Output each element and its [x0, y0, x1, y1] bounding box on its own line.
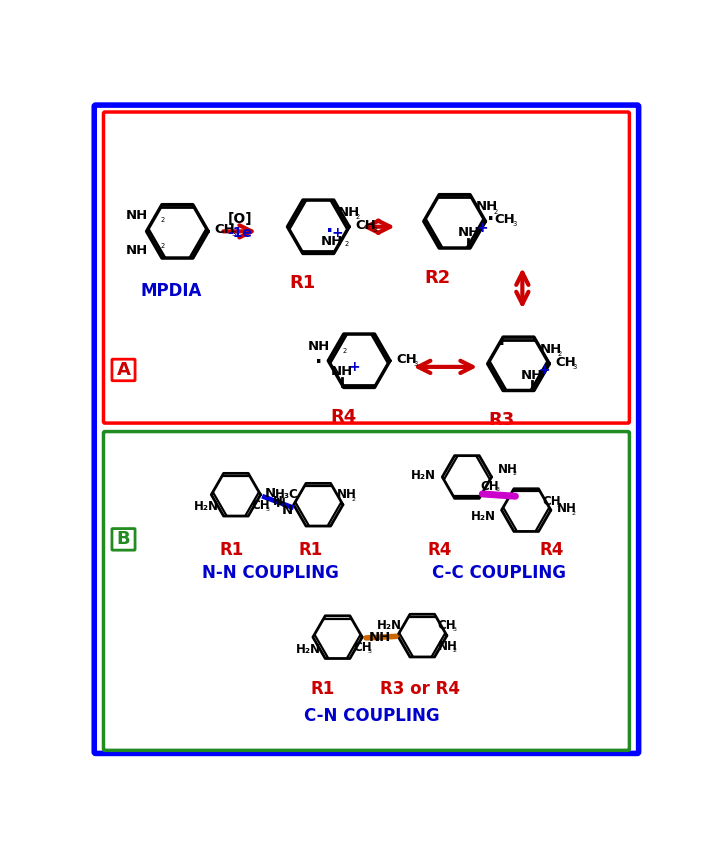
Text: H₂N: H₂N: [470, 510, 495, 523]
Text: ·: ·: [315, 353, 322, 371]
Text: CH: CH: [556, 356, 576, 369]
Text: ·: ·: [326, 223, 334, 241]
Text: H₂N: H₂N: [194, 501, 219, 513]
Text: $_3$: $_3$: [495, 485, 500, 495]
Text: +: +: [349, 360, 360, 374]
Text: $_3$: $_3$: [556, 502, 562, 510]
Text: R3 or R4: R3 or R4: [380, 680, 460, 698]
Text: R4: R4: [539, 541, 564, 559]
Text: $_2$: $_2$: [571, 508, 576, 518]
Text: C-N COUPLING: C-N COUPLING: [305, 707, 440, 725]
Text: N-N COUPLING: N-N COUPLING: [202, 564, 339, 582]
Text: $_3$: $_3$: [232, 230, 237, 240]
Text: MPDIA: MPDIA: [141, 282, 202, 300]
Text: ·: ·: [487, 210, 494, 229]
Text: R4: R4: [330, 408, 357, 426]
Text: $_3$: $_3$: [413, 359, 419, 369]
Text: $_3$: $_3$: [373, 224, 378, 235]
Text: R1: R1: [298, 541, 322, 559]
Text: H₂N: H₂N: [378, 619, 403, 632]
Text: H₃C: H₃C: [275, 489, 298, 501]
Text: H₂N: H₂N: [411, 469, 436, 482]
Text: A: A: [117, 361, 130, 379]
Text: R1: R1: [290, 274, 316, 292]
Text: $_2$: $_2$: [342, 346, 347, 356]
Text: NH: NH: [498, 462, 518, 476]
Text: $_2$: $_2$: [350, 495, 356, 504]
Text: R4: R4: [427, 541, 451, 559]
Text: R2: R2: [425, 269, 450, 286]
Text: CH: CH: [495, 213, 516, 226]
Text: CH: CH: [355, 218, 376, 232]
Text: $_2$: $_2$: [512, 468, 517, 478]
Text: NH: NH: [331, 366, 353, 378]
Text: $_3$: $_3$: [512, 219, 518, 230]
Text: R3: R3: [488, 411, 515, 429]
Text: $_2$: $_2$: [355, 212, 360, 222]
Text: +: +: [539, 364, 551, 377]
Text: NH: NH: [126, 209, 148, 222]
Text: NH: NH: [126, 244, 148, 257]
Text: NH: NH: [476, 201, 498, 213]
Text: $_2$: $_2$: [345, 239, 350, 249]
Text: $_2$: $_2$: [557, 349, 563, 359]
Text: +: +: [476, 221, 488, 235]
Text: NH: NH: [557, 502, 577, 515]
Text: $_3$: $_3$: [265, 505, 271, 513]
Text: R1: R1: [220, 541, 245, 559]
Text: CH: CH: [252, 499, 270, 512]
Text: NH: NH: [337, 489, 357, 501]
Text: NH: NH: [321, 235, 343, 247]
Text: CH: CH: [543, 495, 561, 507]
Text: CH: CH: [214, 224, 235, 236]
Text: $_2$: $_2$: [160, 215, 166, 225]
Text: B: B: [117, 530, 130, 548]
Text: NH: NH: [307, 340, 330, 353]
Text: N: N: [282, 504, 293, 518]
Text: NH: NH: [521, 369, 543, 382]
Text: NH: NH: [540, 343, 562, 356]
Text: CH: CH: [396, 353, 417, 366]
Text: CH: CH: [353, 641, 372, 654]
Text: N: N: [265, 487, 276, 501]
Text: CH: CH: [480, 479, 499, 492]
Text: H: H: [276, 497, 286, 511]
Text: [O]: [O]: [227, 212, 252, 226]
Text: $_3$: $_3$: [573, 362, 578, 372]
Text: ·: ·: [498, 336, 506, 354]
Text: CH: CH: [438, 619, 456, 632]
Text: $_2$: $_2$: [160, 241, 166, 251]
Text: NH: NH: [458, 226, 480, 239]
Text: R1: R1: [310, 680, 335, 698]
Text: H₂N: H₂N: [295, 643, 320, 655]
Text: $_3$: $_3$: [367, 647, 373, 656]
Text: NH: NH: [438, 640, 458, 653]
Text: H: H: [273, 496, 282, 508]
Text: C-C COUPLING: C-C COUPLING: [433, 564, 566, 582]
Text: NH: NH: [337, 206, 360, 219]
Text: $_2$: $_2$: [493, 207, 499, 217]
Text: +: +: [332, 226, 343, 241]
Text: -1e: -1e: [227, 226, 252, 240]
Text: $_3$: $_3$: [452, 625, 457, 634]
Text: $_2$: $_2$: [452, 645, 457, 654]
Text: NH: NH: [368, 632, 390, 644]
